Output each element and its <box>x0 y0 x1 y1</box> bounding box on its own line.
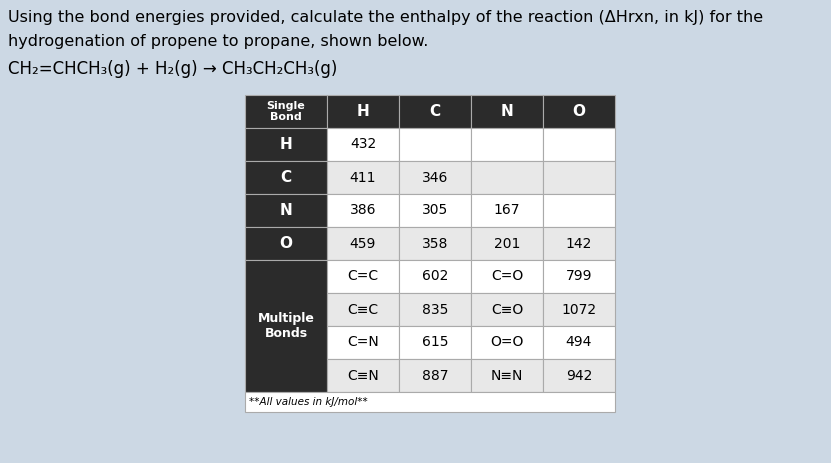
Text: 1072: 1072 <box>562 302 597 317</box>
Bar <box>543 161 615 194</box>
Bar <box>543 359 615 392</box>
Text: 167: 167 <box>494 204 520 218</box>
Text: 386: 386 <box>350 204 376 218</box>
Bar <box>327 194 399 227</box>
Text: 799: 799 <box>566 269 593 283</box>
Text: **All values in kJ/mol**: **All values in kJ/mol** <box>249 397 368 407</box>
Text: Using the bond energies provided, calculate the enthalpy of the reaction (ΔHrxn,: Using the bond energies provided, calcul… <box>8 10 763 25</box>
Bar <box>399 194 471 227</box>
Text: C≡O: C≡O <box>491 302 524 317</box>
Text: C≡C: C≡C <box>347 302 379 317</box>
Text: 835: 835 <box>422 302 448 317</box>
Bar <box>327 161 399 194</box>
Bar <box>471 95 543 128</box>
Bar <box>327 260 399 293</box>
Bar <box>245 161 327 194</box>
Bar <box>327 227 399 260</box>
Text: 432: 432 <box>350 138 376 151</box>
Bar <box>471 194 543 227</box>
Bar <box>471 359 543 392</box>
Text: 201: 201 <box>494 237 520 250</box>
Bar <box>327 128 399 161</box>
Text: N: N <box>279 203 293 218</box>
Text: O=O: O=O <box>490 336 524 350</box>
Text: 459: 459 <box>350 237 376 250</box>
Text: C=O: C=O <box>491 269 524 283</box>
Text: C: C <box>280 170 292 185</box>
Bar <box>471 326 543 359</box>
Bar <box>399 326 471 359</box>
Text: 942: 942 <box>566 369 593 382</box>
Text: C≡N: C≡N <box>347 369 379 382</box>
Text: Multiple
Bonds: Multiple Bonds <box>258 312 314 340</box>
Bar <box>471 293 543 326</box>
Bar <box>245 227 327 260</box>
Bar <box>471 161 543 194</box>
Text: 411: 411 <box>350 170 376 184</box>
Text: N≡N: N≡N <box>491 369 524 382</box>
Text: C: C <box>430 104 440 119</box>
Bar <box>543 326 615 359</box>
Bar <box>471 227 543 260</box>
Bar <box>543 128 615 161</box>
Text: hydrogenation of propene to propane, shown below.: hydrogenation of propene to propane, sho… <box>8 34 428 49</box>
Bar <box>471 128 543 161</box>
Text: 142: 142 <box>566 237 593 250</box>
Bar <box>399 161 471 194</box>
Text: 358: 358 <box>422 237 448 250</box>
Bar <box>245 128 327 161</box>
Bar <box>543 227 615 260</box>
Bar <box>471 260 543 293</box>
Bar <box>245 392 615 412</box>
Text: Single
Bond: Single Bond <box>267 100 305 122</box>
Bar <box>327 293 399 326</box>
Text: 887: 887 <box>422 369 448 382</box>
Text: H: H <box>279 137 293 152</box>
Text: 615: 615 <box>422 336 448 350</box>
Bar <box>327 359 399 392</box>
Bar <box>245 260 327 392</box>
Bar <box>399 293 471 326</box>
Text: 602: 602 <box>422 269 448 283</box>
Text: N: N <box>500 104 514 119</box>
Text: C=C: C=C <box>347 269 379 283</box>
Bar <box>543 95 615 128</box>
Bar <box>543 293 615 326</box>
Bar <box>399 128 471 161</box>
Bar <box>399 95 471 128</box>
Bar <box>399 227 471 260</box>
Bar <box>543 260 615 293</box>
Text: O: O <box>573 104 586 119</box>
Text: 494: 494 <box>566 336 593 350</box>
Bar <box>399 260 471 293</box>
Text: H: H <box>356 104 369 119</box>
Bar <box>543 194 615 227</box>
Bar <box>327 326 399 359</box>
Text: 346: 346 <box>422 170 448 184</box>
Text: C=N: C=N <box>347 336 379 350</box>
Bar <box>327 95 399 128</box>
Text: O: O <box>279 236 293 251</box>
Text: CH₂=CHCH₃(g) + H₂(g) → CH₃CH₂CH₃(g): CH₂=CHCH₃(g) + H₂(g) → CH₃CH₂CH₃(g) <box>8 60 337 78</box>
Text: 305: 305 <box>422 204 448 218</box>
Bar <box>245 194 327 227</box>
Bar <box>399 359 471 392</box>
Bar <box>245 95 327 128</box>
